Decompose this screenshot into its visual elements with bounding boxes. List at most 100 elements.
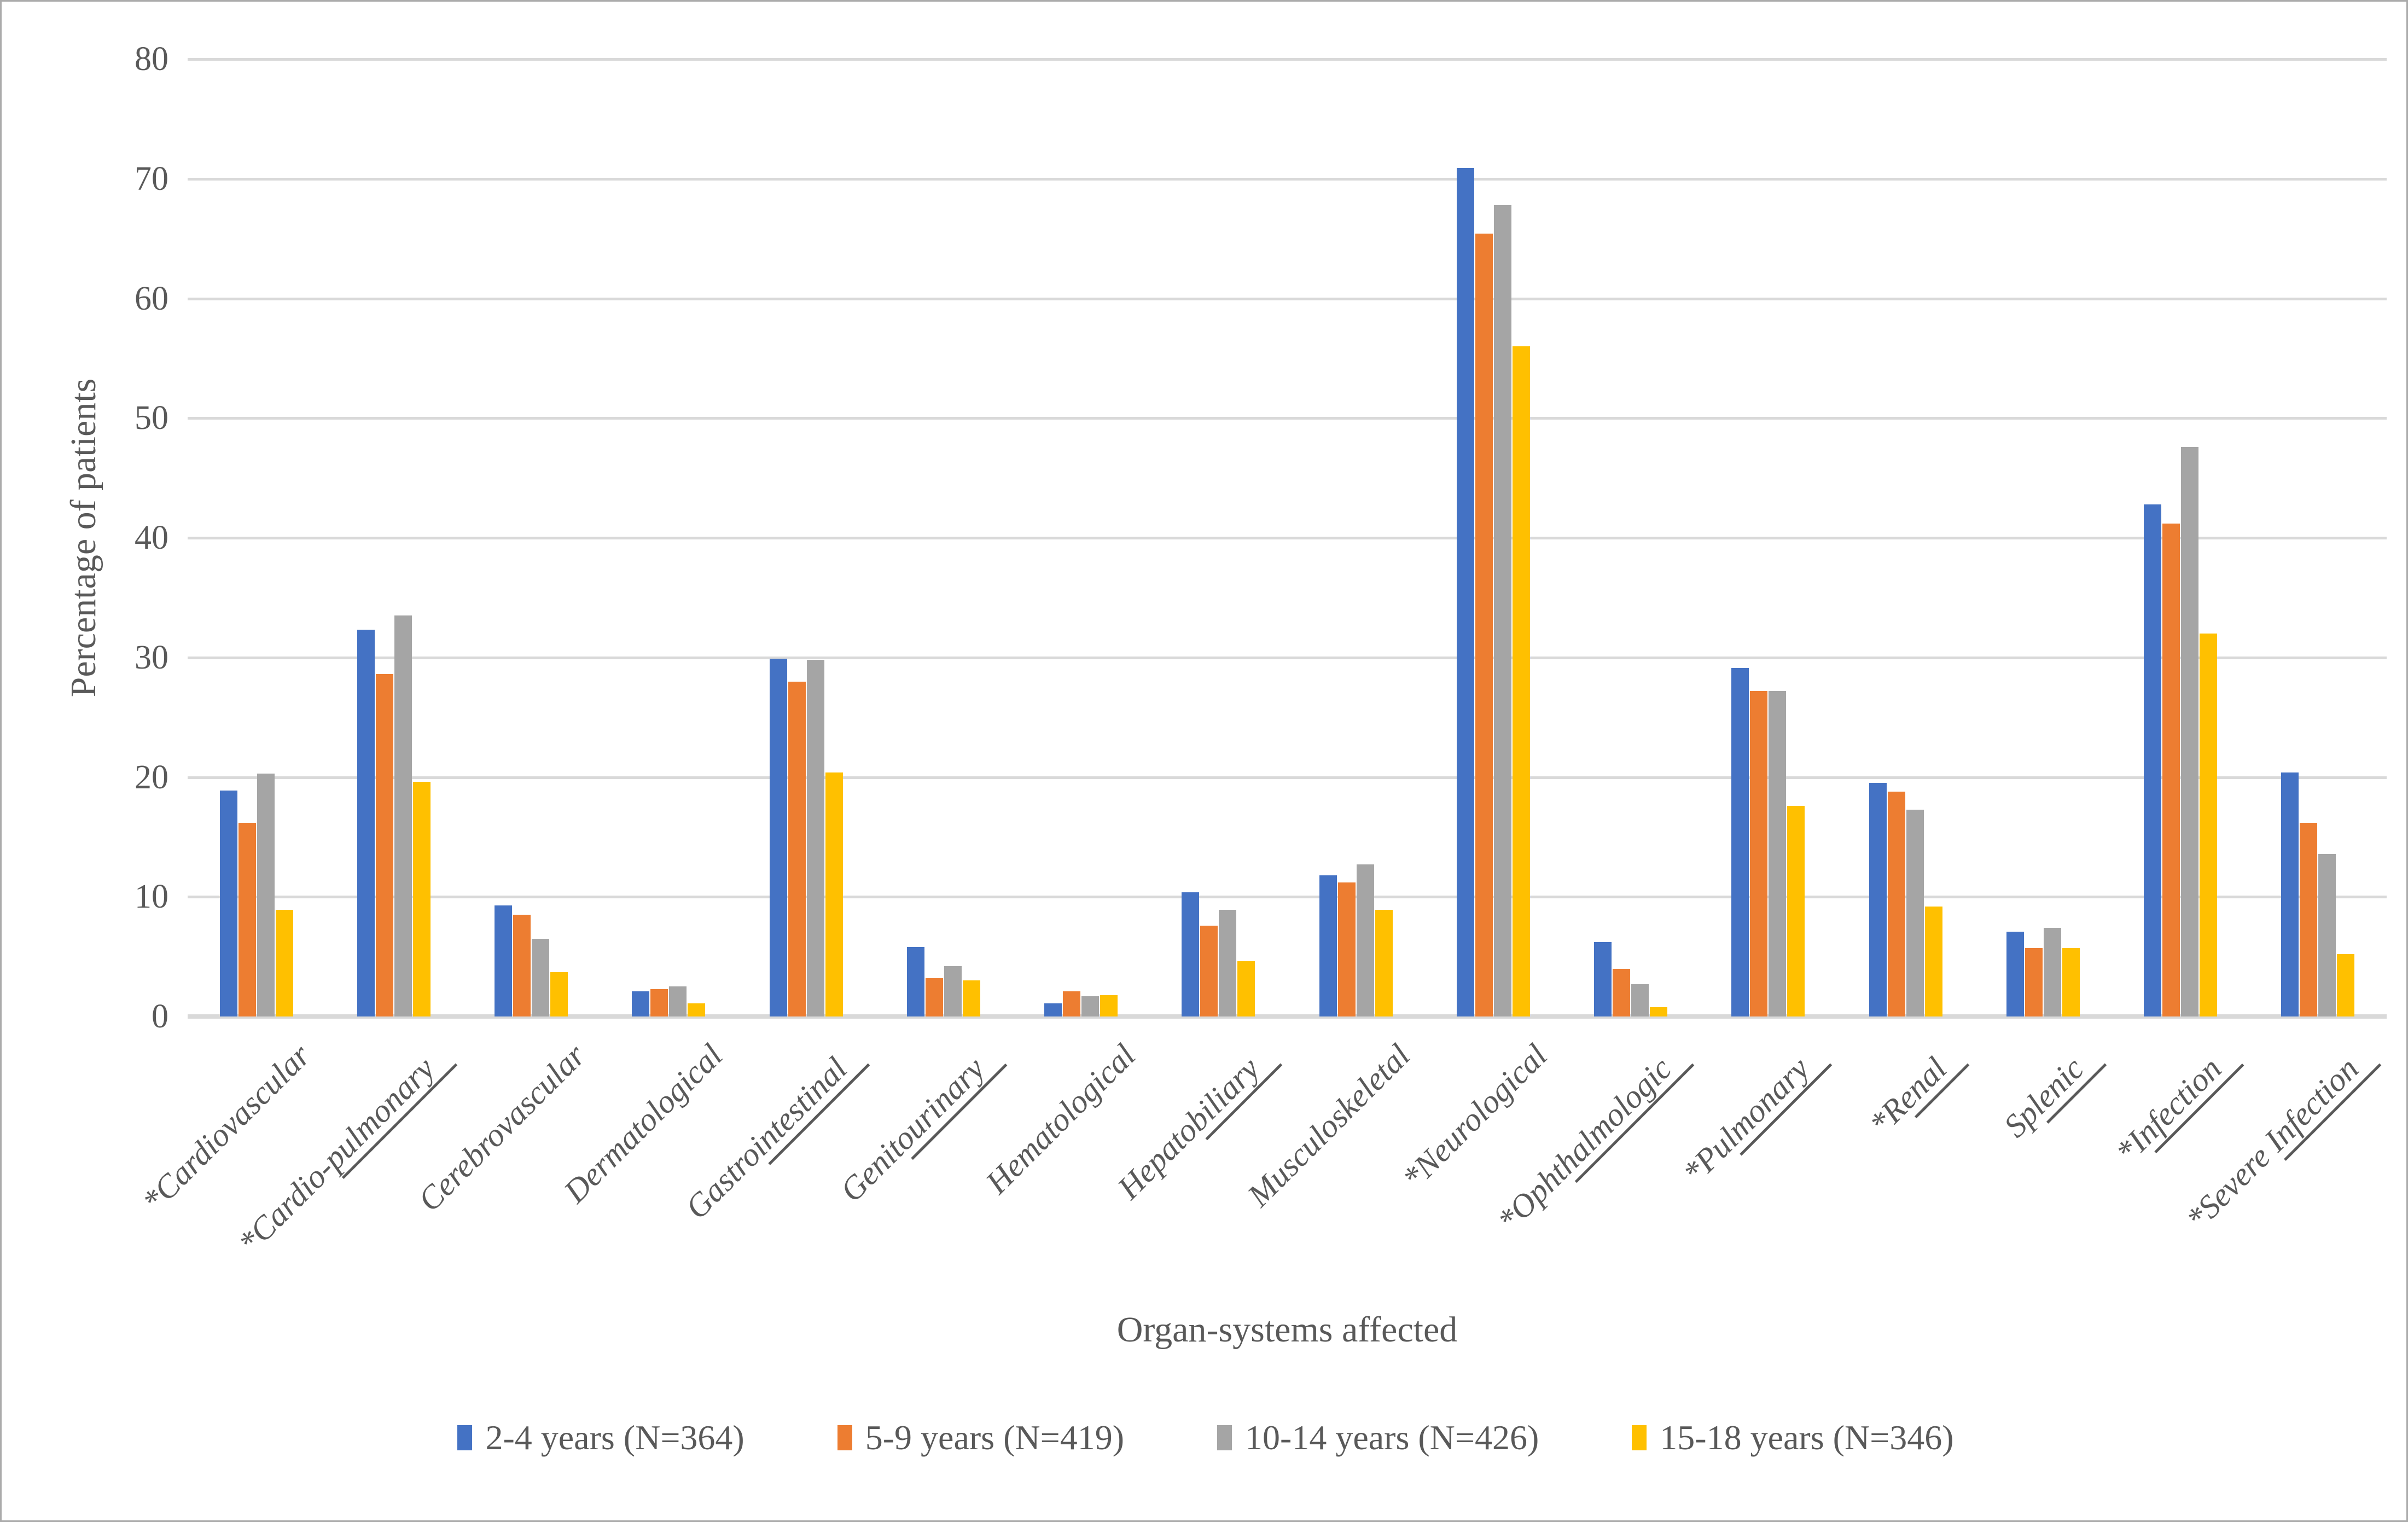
gridline — [188, 656, 2387, 659]
y-tick-label: 80 — [135, 40, 168, 78]
bar — [2318, 853, 2336, 1016]
y-tick-label: 10 — [135, 878, 168, 916]
bar — [944, 966, 962, 1016]
gridline — [188, 417, 2387, 420]
legend-item: 10-14 years (N=426) — [1217, 1418, 1539, 1458]
bar — [2281, 772, 2299, 1016]
bar — [1375, 910, 1393, 1016]
bar — [2300, 822, 2318, 1016]
y-tick-label: 70 — [135, 160, 168, 197]
bar — [1219, 910, 1237, 1016]
bar — [1594, 942, 1612, 1016]
bar — [1356, 864, 1374, 1016]
x-category-label: Splenic — [1997, 1037, 2107, 1145]
y-tick-label: 30 — [135, 638, 168, 676]
bar — [2025, 948, 2043, 1016]
legend-label: 10-14 years (N=426) — [1245, 1418, 1539, 1457]
bar — [1787, 806, 1805, 1016]
bar — [257, 773, 275, 1016]
bar — [650, 989, 668, 1016]
bar — [1869, 783, 1887, 1016]
bar — [1456, 168, 1474, 1016]
gridline — [188, 896, 2387, 899]
bar — [375, 674, 393, 1016]
x-category-label: *Renal — [1862, 1037, 1969, 1142]
x-axis-title: Organ-systems affected — [1116, 1310, 1458, 1350]
legend-label: 5-9 years (N=419) — [865, 1418, 1124, 1457]
gridline — [188, 776, 2387, 779]
bar — [1319, 875, 1337, 1016]
bar — [1237, 961, 1255, 1016]
legend-label: 2-4 years (N=364) — [485, 1418, 744, 1457]
legend-item: 2-4 years (N=364) — [457, 1418, 744, 1458]
bar — [1924, 906, 1942, 1016]
bar — [219, 790, 237, 1016]
bar — [925, 978, 943, 1016]
bar — [1512, 346, 1530, 1016]
legend-item: 5-9 years (N=419) — [837, 1418, 1124, 1458]
bar — [1906, 809, 1924, 1016]
y-tick-label: 60 — [135, 280, 168, 317]
x-category-label: *Pulmonary — [1676, 1037, 1832, 1192]
bar — [1493, 205, 1511, 1016]
bar — [632, 991, 650, 1016]
bar — [394, 615, 412, 1016]
bar — [1063, 991, 1081, 1016]
legend: 2-4 years (N=364) 5-9 years (N=419) 10-14 … — [2, 1418, 2406, 1458]
y-axis-title-text: Percentage of patients — [63, 378, 103, 698]
bar — [2006, 931, 2024, 1016]
gridline — [188, 177, 2387, 181]
legend-swatch — [1632, 1425, 1647, 1450]
bar — [275, 910, 293, 1016]
bar — [1475, 234, 1493, 1016]
bar — [2043, 928, 2061, 1016]
bar — [412, 782, 431, 1016]
x-axis-line — [188, 1014, 2387, 1019]
gridline — [188, 58, 2387, 61]
bar — [769, 658, 787, 1016]
bar — [669, 986, 687, 1016]
bar — [357, 630, 375, 1016]
gridline — [188, 537, 2387, 539]
legend-item: 15-18 years (N=346) — [1632, 1418, 1954, 1458]
bar — [806, 660, 824, 1016]
legend-swatch — [457, 1425, 473, 1450]
bar — [1100, 995, 1118, 1016]
bar — [688, 1003, 706, 1016]
bar — [1044, 1003, 1062, 1016]
legend-swatch — [1217, 1425, 1232, 1450]
bar — [1650, 1007, 1668, 1016]
bar — [1887, 791, 1905, 1016]
y-tick-label: 0 — [152, 998, 168, 1035]
bar — [2062, 948, 2080, 1016]
legend-swatch — [837, 1425, 852, 1450]
gridline — [188, 297, 2387, 300]
bar — [1750, 691, 1768, 1016]
bar — [2162, 523, 2180, 1016]
bar — [513, 915, 531, 1016]
bar — [238, 822, 256, 1016]
legend-label: 15-18 years (N=346) — [1660, 1418, 1954, 1457]
bar — [906, 947, 924, 1016]
bar — [2144, 504, 2162, 1016]
bar — [2200, 634, 2218, 1016]
bar — [1731, 668, 1749, 1016]
y-tick-label: 50 — [135, 399, 168, 437]
bar — [495, 905, 513, 1016]
bar — [962, 980, 980, 1016]
bar — [2337, 954, 2355, 1016]
y-tick-label: 40 — [135, 519, 168, 556]
bar — [1182, 892, 1200, 1016]
bar — [788, 681, 806, 1016]
y-tick-label: 20 — [135, 758, 168, 796]
bar — [1769, 691, 1787, 1016]
plot-area — [188, 58, 2387, 1019]
bar — [1337, 882, 1356, 1016]
bar — [825, 772, 843, 1016]
bar — [532, 938, 550, 1016]
bar — [550, 972, 568, 1016]
bar — [1631, 984, 1649, 1016]
bar — [1081, 996, 1100, 1016]
x-category-label: *Infection — [2108, 1037, 2244, 1171]
